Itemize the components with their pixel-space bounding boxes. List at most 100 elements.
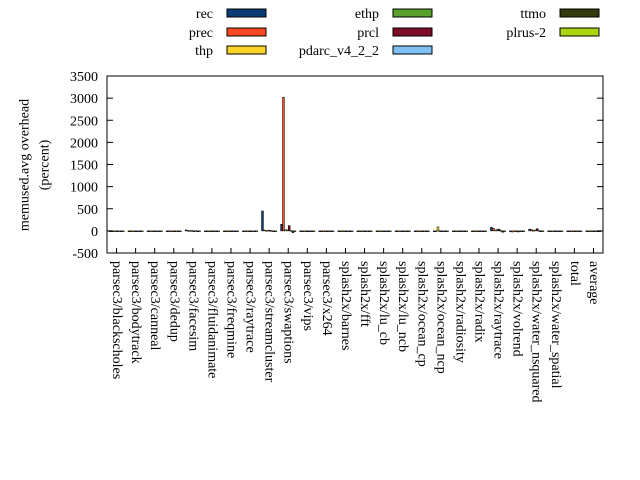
bar xyxy=(404,230,407,232)
bar xyxy=(167,230,171,232)
y-tick-label: 1500 xyxy=(70,159,98,174)
bar xyxy=(362,230,365,232)
bar xyxy=(114,230,117,232)
legend-label: plrus-2 xyxy=(506,26,546,41)
bar xyxy=(177,230,180,232)
legend-swatch xyxy=(559,8,600,18)
x-tick-label: total xyxy=(567,261,582,286)
bar xyxy=(511,230,514,233)
bar xyxy=(301,230,304,233)
x-tick-label: parsec3/canneal xyxy=(147,261,162,350)
bar xyxy=(387,230,390,233)
bar xyxy=(129,230,133,233)
bar xyxy=(497,228,501,232)
bar xyxy=(175,230,178,232)
bar xyxy=(184,229,188,232)
bar xyxy=(518,230,522,232)
bar xyxy=(249,230,253,232)
bar xyxy=(419,230,423,232)
bar xyxy=(522,230,526,232)
bar xyxy=(230,230,234,232)
legend-label: rec xyxy=(196,7,213,22)
bar xyxy=(553,230,556,232)
bar xyxy=(318,230,321,232)
bar xyxy=(383,230,386,232)
bar xyxy=(196,230,199,233)
bar xyxy=(328,230,331,232)
bar xyxy=(482,230,485,232)
bar xyxy=(293,230,297,232)
bar xyxy=(268,230,272,232)
y-tick-label: 2000 xyxy=(70,136,98,151)
bar xyxy=(171,230,175,232)
bar xyxy=(347,230,350,232)
legend-label: prcl xyxy=(357,26,379,41)
bar xyxy=(291,230,295,233)
y-axis-label-line: (percent) xyxy=(38,139,53,190)
y-axis-label: memused.avg overhead (percent) xyxy=(18,99,53,231)
bar xyxy=(459,230,463,232)
bar xyxy=(232,230,236,232)
bar xyxy=(425,230,428,232)
bar xyxy=(415,230,419,232)
bar xyxy=(585,230,588,232)
bar xyxy=(139,230,142,232)
bar xyxy=(156,230,159,232)
bar xyxy=(207,230,211,232)
bar xyxy=(154,230,157,232)
bar xyxy=(366,230,369,232)
legend: rec prec thp ethp prcl pdarc_v4_2_2 ttmo plrus-… xyxy=(189,7,600,59)
bar xyxy=(442,230,445,232)
bar xyxy=(169,230,173,232)
bar xyxy=(453,230,457,232)
legend-swatch xyxy=(392,45,433,55)
x-tick-label: splash2x/fft xyxy=(357,261,372,327)
bar xyxy=(394,230,398,232)
bar xyxy=(225,230,228,232)
x-tick-label: parsec3/streamcluster xyxy=(262,261,277,383)
x-tick-label: parsec3/raytrace xyxy=(243,261,258,353)
bar xyxy=(160,230,163,232)
bar xyxy=(457,230,461,232)
bar xyxy=(287,225,291,232)
bar xyxy=(272,230,276,233)
x-tick-label: splash2x/lu_cb xyxy=(376,261,391,345)
bar xyxy=(370,230,373,232)
bar xyxy=(537,230,541,232)
bar xyxy=(402,230,405,232)
bar xyxy=(400,230,403,232)
bar xyxy=(541,230,545,232)
bar xyxy=(312,230,316,232)
x-tick-label: splash2x/water_nsquared xyxy=(529,261,544,403)
bar xyxy=(310,230,314,232)
bar xyxy=(289,230,293,232)
legend-item-plrus-2: plrus-2 xyxy=(506,26,600,41)
bar xyxy=(532,230,535,232)
bar xyxy=(234,230,237,232)
bar xyxy=(587,230,590,232)
legend-label: ttmo xyxy=(520,7,546,22)
bar xyxy=(530,229,533,232)
y-tick-label: 3000 xyxy=(70,92,98,107)
bar xyxy=(261,210,264,232)
bar xyxy=(198,230,201,232)
bar xyxy=(591,230,594,232)
x-tick-label: parsec3/freqmine xyxy=(224,261,239,358)
bar xyxy=(406,230,409,233)
bar xyxy=(150,230,154,232)
bar xyxy=(513,230,516,232)
bar xyxy=(356,230,360,232)
bar xyxy=(274,230,278,232)
bar xyxy=(423,230,426,232)
bar xyxy=(148,230,152,232)
bar xyxy=(213,230,216,232)
bar xyxy=(286,229,289,232)
bar xyxy=(211,230,215,232)
bar xyxy=(133,230,136,232)
bar xyxy=(495,229,499,232)
bar xyxy=(509,230,512,233)
bar xyxy=(282,96,285,232)
bar xyxy=(577,230,581,232)
bar xyxy=(503,230,506,232)
bar xyxy=(579,230,583,232)
